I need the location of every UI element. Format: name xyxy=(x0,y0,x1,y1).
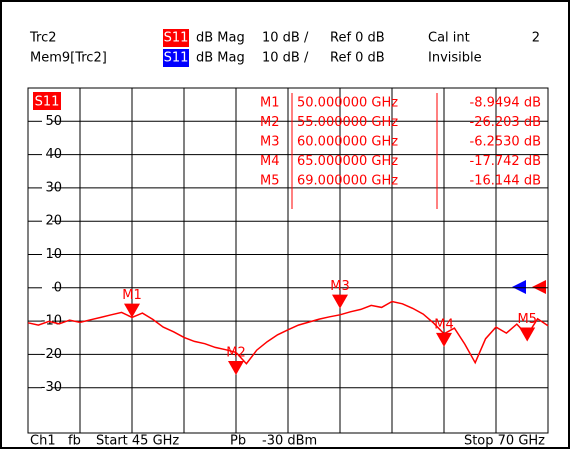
format: dB Mag xyxy=(196,31,245,46)
marker-value: -16.144 dB xyxy=(470,174,541,189)
y-tick-label: 50 xyxy=(45,114,62,129)
marker-label: M3 xyxy=(330,279,350,294)
y-tick-label: 30 xyxy=(45,180,62,195)
marker-label: M5 xyxy=(517,312,537,327)
marker xyxy=(228,361,244,376)
param: S11 xyxy=(164,51,189,66)
y-tick-label: 0 xyxy=(54,280,62,295)
marker-freq: 69.000000 GHz xyxy=(297,174,398,189)
ref-arrow-trace xyxy=(532,280,546,294)
marker-label: M1 xyxy=(122,288,142,303)
marker-freq: 65.000000 GHz xyxy=(297,154,398,169)
ref-arrow-mem xyxy=(512,280,526,294)
footer: -30 dBm xyxy=(262,434,317,449)
footer: Start 45 GHz xyxy=(96,434,179,449)
visibility: Invisible xyxy=(428,51,482,66)
cal-num: 2 xyxy=(532,31,540,46)
marker-name: M5 xyxy=(260,174,280,189)
marker-name: M1 xyxy=(260,96,280,111)
marker-value: -8.9494 dB xyxy=(470,96,541,111)
footer: Ch1 xyxy=(30,434,56,449)
marker-freq: 55.000000 GHz xyxy=(297,115,398,130)
trace-badge xyxy=(33,92,61,110)
marker-label: M4 xyxy=(434,317,454,332)
marker-value: -26.203 dB xyxy=(470,115,541,130)
format: dB Mag xyxy=(196,51,245,66)
marker-name: M3 xyxy=(260,135,280,150)
scale: 10 dB / xyxy=(262,31,309,46)
trace-name: Mem9[Trc2] xyxy=(30,51,107,66)
marker xyxy=(436,332,452,347)
footer: fb xyxy=(68,434,81,449)
marker-name: M2 xyxy=(260,115,280,130)
param: S11 xyxy=(164,31,189,46)
y-tick-label: -30 xyxy=(41,380,62,395)
ref: Ref 0 dB xyxy=(330,51,385,66)
marker-value: -6.2530 dB xyxy=(470,135,541,150)
footer: Pb xyxy=(230,434,246,449)
marker-freq: 60.000000 GHz xyxy=(297,135,398,150)
marker xyxy=(332,294,348,309)
badge-red xyxy=(163,29,189,47)
scale: 10 dB / xyxy=(262,51,309,66)
y-tick-label: 20 xyxy=(45,214,62,229)
marker xyxy=(519,327,536,342)
badge-blue xyxy=(163,49,189,67)
marker xyxy=(124,303,140,318)
footer: Stop 70 GHz xyxy=(464,434,545,449)
marker-name: M4 xyxy=(260,154,280,169)
trace xyxy=(27,300,549,365)
marker-label: M2 xyxy=(226,346,246,361)
ref: Ref 0 dB xyxy=(330,31,385,46)
marker-value: -17.742 dB xyxy=(470,154,541,169)
cal: Cal int xyxy=(428,31,470,46)
marker-freq: 50.000000 GHz xyxy=(297,96,398,111)
trace-label: S11 xyxy=(35,95,60,110)
trace-name: Trc2 xyxy=(29,31,57,46)
y-tick-label: 40 xyxy=(45,147,62,162)
y-tick-label: 10 xyxy=(45,247,62,262)
y-tick-label: -20 xyxy=(41,347,62,362)
y-tick-label: -10 xyxy=(41,314,62,329)
